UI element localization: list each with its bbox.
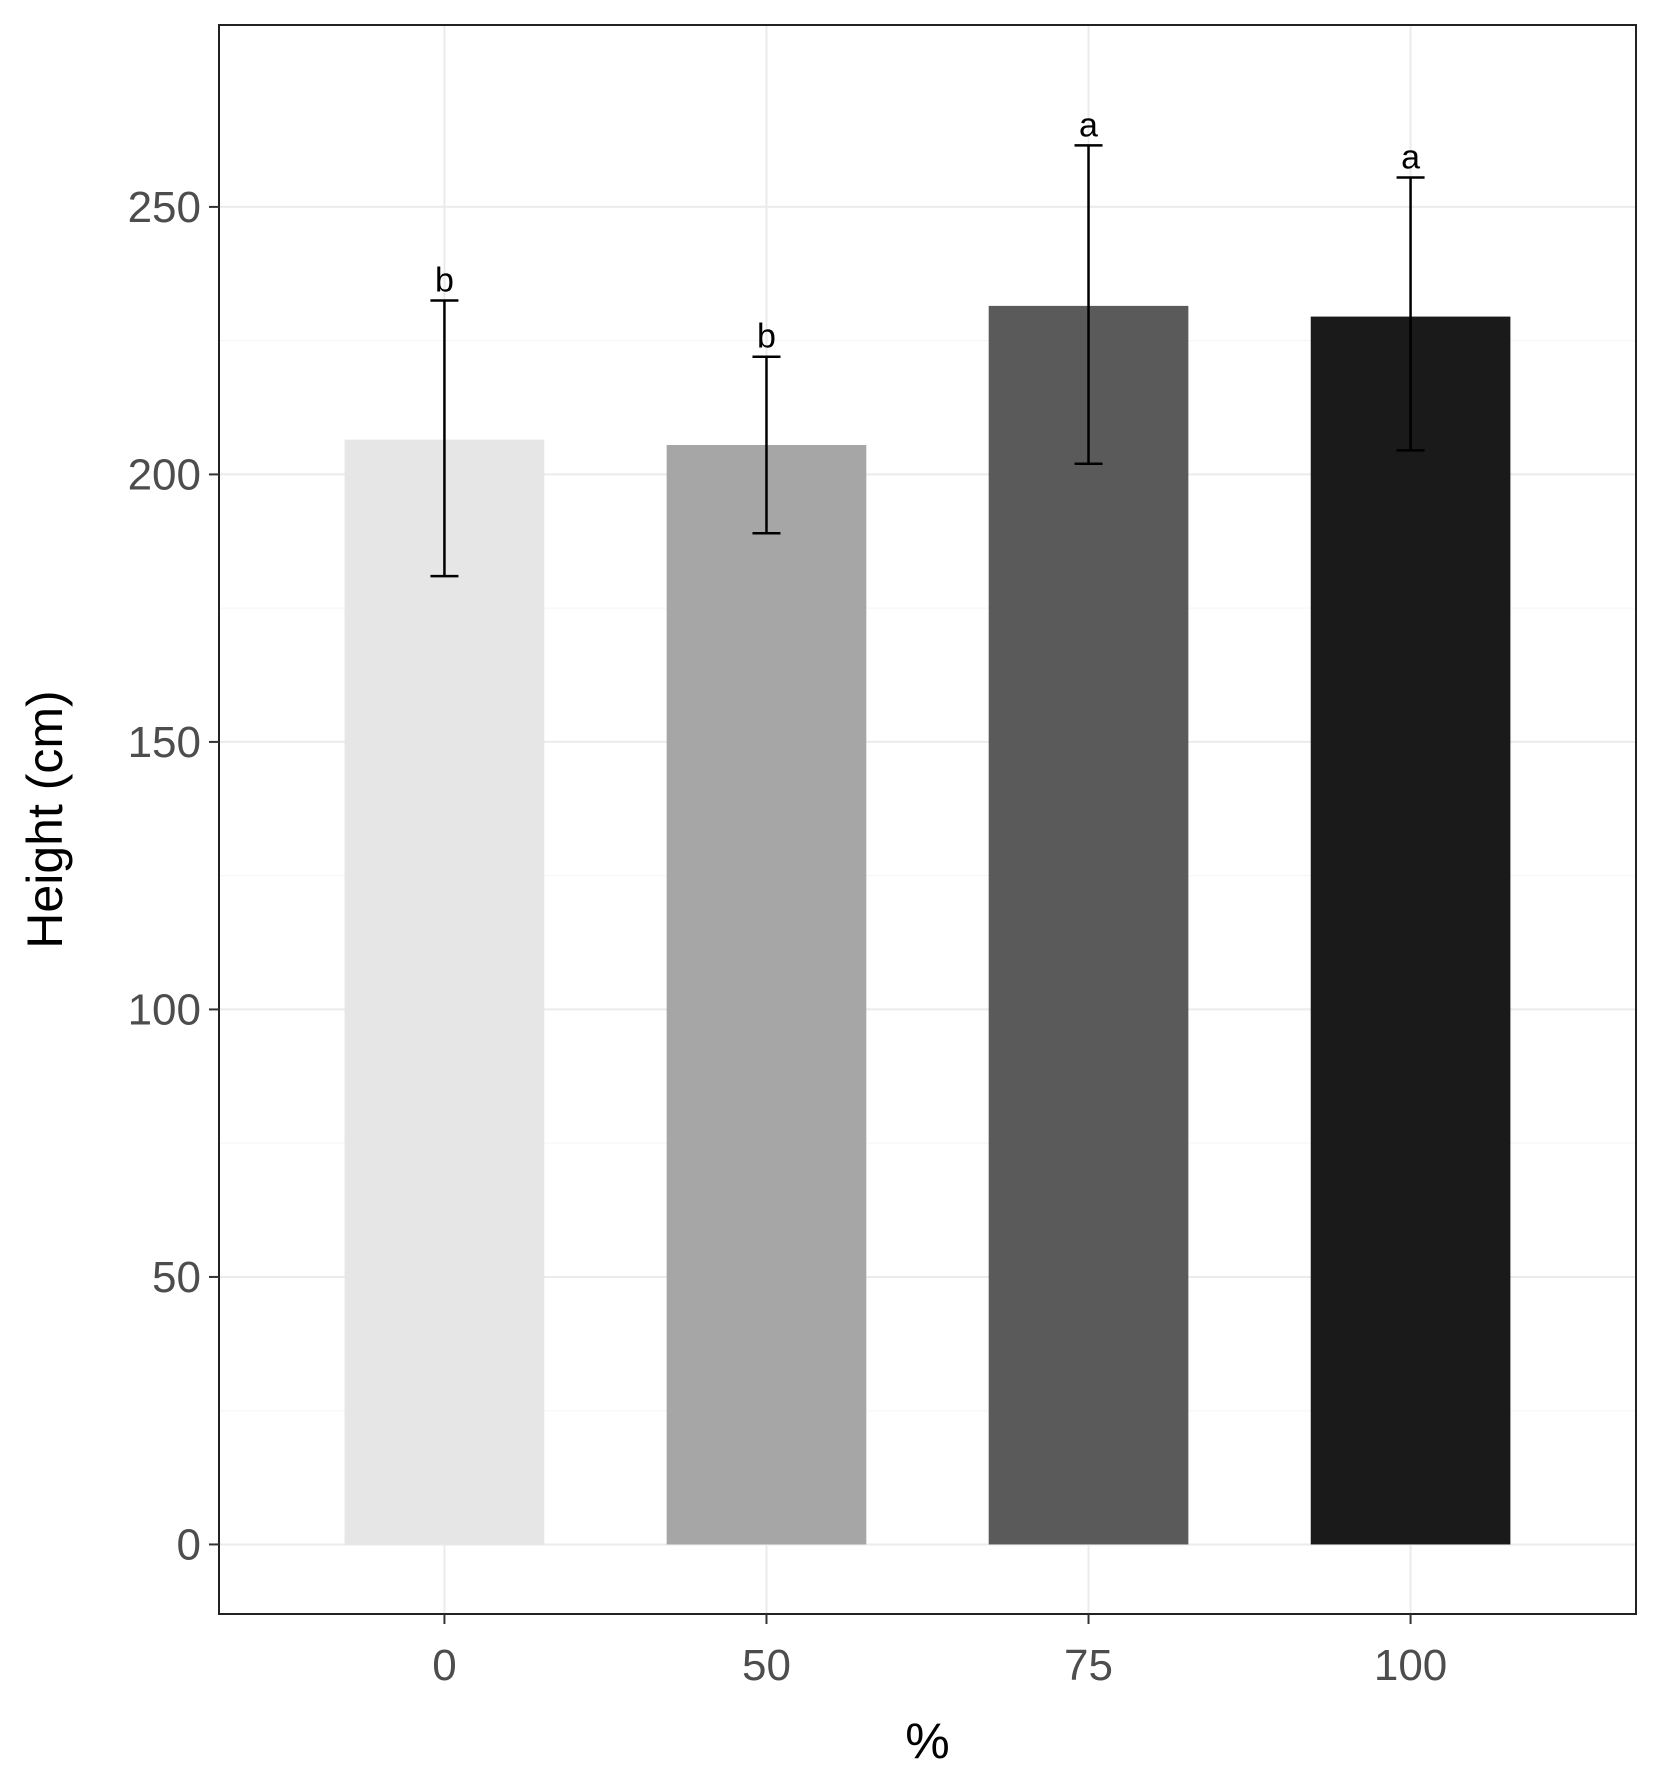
significance-labels: b b a a [435,106,1420,355]
bar-100 [1310,316,1511,1545]
bar-75 [988,305,1189,1545]
y-tick-label: 0 [177,1520,201,1569]
y-axis-title: Height (cm) [17,690,73,948]
y-tick-label: 200 [128,450,201,499]
error-bar-75 [1074,144,1103,465]
significance-label: b [757,318,776,356]
x-tick-label: 100 [1374,1641,1447,1690]
significance-label: b [435,262,454,300]
plot-border [218,24,1637,1615]
error-bar-0 [430,299,459,578]
bars [344,305,1511,1545]
x-axis-title: % [905,1713,949,1769]
x-tick-label: 75 [1064,1641,1113,1690]
axes: 0 50 100 150 200 250 0 50 75 100 [128,183,1448,1690]
bar-50 [666,444,867,1545]
error-bars [430,144,1425,578]
x-tick-label: 50 [742,1641,791,1690]
bar-0 [344,439,545,1545]
y-tick-label: 50 [152,1253,201,1302]
x-tick-label: 0 [432,1641,456,1690]
y-tick-label: 100 [128,985,201,1034]
error-bar-100 [1396,176,1425,452]
y-tick-label: 250 [128,183,201,232]
significance-label: a [1079,106,1098,144]
significance-label: a [1401,138,1420,176]
y-tick-label: 150 [128,718,201,767]
error-bar-50 [752,355,781,535]
